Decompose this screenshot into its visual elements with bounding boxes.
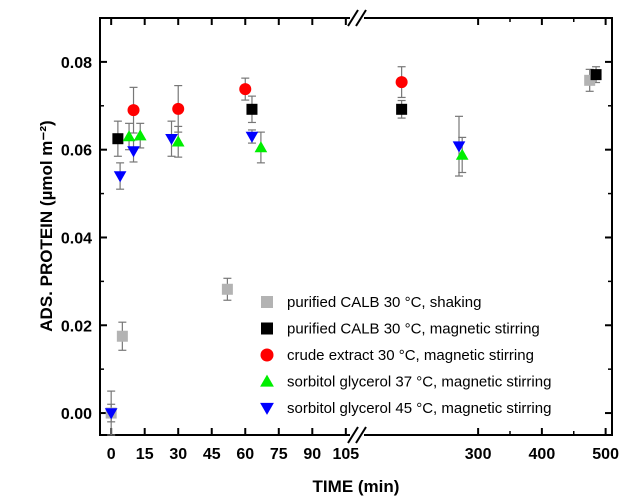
y-axis-title: ADS. PROTEIN (µmol m⁻²) [37,120,56,331]
data-point-series-5 [113,171,127,183]
data-point-series-2 [590,69,602,81]
legend-marker-series-4 [260,374,274,387]
legend-marker-series-3 [260,348,274,362]
data-point-series-4 [171,135,185,147]
legend-marker-series-5 [260,402,274,415]
x-tick-label: 15 [136,446,154,463]
x-tick-label: 75 [270,446,288,463]
x-tick-label: 30 [169,446,187,463]
data-point-series-2 [246,103,258,115]
axis-break-gap [350,13,364,23]
x-tick-label: 400 [529,446,556,463]
data-point-series-4 [122,130,136,142]
data-point-series-5 [165,133,178,146]
x-axis-ticks: 0 15 30 45 60 75 90 105 300 400 500 [107,18,619,463]
data-point-series-5 [245,131,259,143]
y-tick-label: 0.06 [61,143,92,160]
x-tick-label: 0 [107,446,116,463]
plot-frame [99,17,613,436]
data-point-series-3 [127,104,140,117]
top-axis-break-slash [347,9,359,27]
data-points [104,66,602,436]
x-tick-label: 300 [465,446,492,463]
y-tick-label: 0.04 [61,230,92,247]
y-tick-label: 0.08 [61,55,92,72]
axis-break-gap [350,430,364,440]
data-point-series-1 [584,74,596,86]
legend-label-series-2: purified CALB 30 °C, magnetic stirring [287,321,540,338]
top-axis-break-slash [355,9,367,27]
x-axis-break-slash [347,426,359,444]
x-axis-break-slash [355,426,367,444]
plot-border [99,17,613,436]
legend-label-series-3: crude extract 30 °C, magnetic stirring [287,347,534,364]
x-tick-label: 90 [303,446,321,463]
x-axis-title: TIME (min) [313,477,400,496]
x-tick-label: 60 [236,446,254,463]
data-point-series-4 [455,148,469,160]
data-point-series-1 [221,283,233,295]
legend-label-series-4: sorbitol glycerol 37 °C, magnetic stirri… [287,374,551,391]
data-point-series-3 [395,76,408,89]
legend-marker-series-1 [261,296,273,308]
y-axis-ticks: 0.00 0.02 0.04 0.06 0.08 [61,55,612,423]
data-point-series-5 [127,146,140,158]
legend-label-series-1: purified CALB 30 °C, shaking [287,294,481,311]
data-point-series-3 [172,102,185,115]
legend: purified CALB 30 °C, shaking purified CAL… [260,294,551,417]
legend-label-series-5: sorbitol glycerol 45 °C, magnetic stirri… [287,400,551,417]
axis-break-marks [347,9,367,444]
data-point-series-4 [133,129,147,141]
x-tick-label: 105 [332,446,359,463]
data-point-series-3 [239,83,252,96]
y-tick-label: 0.02 [61,318,92,335]
data-point-series-5 [452,141,466,153]
data-point-series-2 [396,103,408,115]
x-tick-label: 500 [592,446,619,463]
data-point-series-5 [104,408,118,420]
data-point-series-2 [112,133,124,145]
data-point-series-1 [116,330,128,342]
legend-marker-series-2 [261,322,273,335]
data-point-series-4 [254,141,268,153]
y-tick-label: 0.00 [61,406,92,423]
x-tick-label: 45 [203,446,221,463]
